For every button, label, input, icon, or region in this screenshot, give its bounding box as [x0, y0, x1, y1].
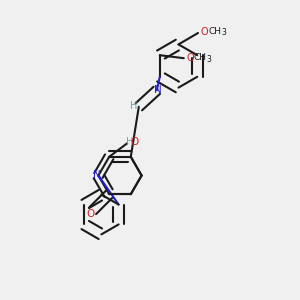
Text: O: O — [86, 209, 94, 219]
Text: H: H — [130, 101, 137, 111]
Text: N: N — [93, 170, 101, 180]
Text: CH: CH — [209, 27, 222, 36]
Text: H: H — [126, 137, 133, 147]
Text: O: O — [130, 137, 139, 147]
Text: O: O — [201, 27, 208, 37]
Text: N: N — [154, 85, 161, 95]
Text: O: O — [187, 53, 194, 63]
Text: CH: CH — [194, 53, 207, 62]
Text: 3: 3 — [206, 55, 211, 64]
Text: 3: 3 — [221, 28, 226, 37]
